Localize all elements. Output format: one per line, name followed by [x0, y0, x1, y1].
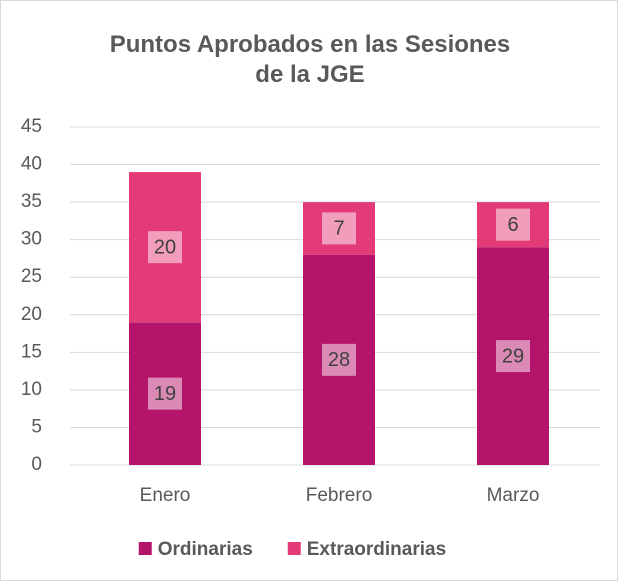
legend-label: Extraordinarias [307, 539, 446, 560]
chart-title: Puntos Aprobados en las Sesiones de la J… [109, 31, 511, 88]
y-tick-label: 45 [21, 116, 42, 137]
data-label-box [148, 231, 182, 264]
x-tick-label: Enero [140, 485, 191, 506]
y-tick-label: 30 [21, 229, 42, 250]
x-tick-label: Febrero [306, 485, 373, 506]
legend-swatch [287, 542, 301, 555]
data-label-box [148, 377, 182, 410]
data-label-box [496, 208, 530, 241]
data-label: 29 [502, 345, 524, 367]
y-tick-label: 35 [21, 191, 42, 212]
x-tick-label: Marzo [487, 485, 540, 506]
data-label: 28 [328, 349, 350, 371]
data-label-box [496, 340, 530, 373]
data-label: 6 [507, 214, 518, 236]
y-tick-label: 15 [21, 341, 42, 362]
y-tick-label: 0 [31, 454, 42, 475]
data-label: 7 [333, 218, 344, 240]
y-tick-label: 20 [21, 304, 42, 325]
data-label: 19 [154, 383, 176, 405]
legend-swatch [138, 542, 152, 555]
y-tick-label: 10 [21, 379, 42, 400]
y-tick-label: 5 [31, 416, 42, 437]
legend-label: Ordinarias [158, 539, 253, 560]
data-label-box [322, 343, 356, 376]
data-label-box [322, 212, 356, 245]
data-label: 20 [154, 236, 176, 258]
y-tick-label: 25 [21, 266, 42, 287]
y-tick-label: 40 [21, 154, 42, 175]
